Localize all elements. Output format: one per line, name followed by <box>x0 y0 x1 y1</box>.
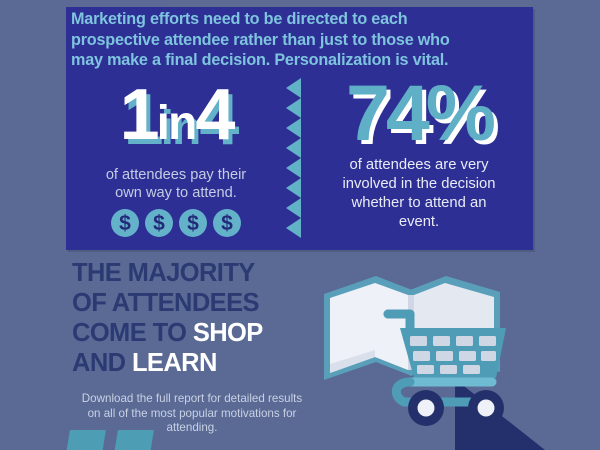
stat-value-seventy-four-percent: 74% <box>345 68 496 157</box>
book-and-cart-illustration <box>314 266 514 426</box>
bottom-heading-line-4-plain: AND <box>72 349 132 377</box>
cart-wheel-right <box>468 390 504 426</box>
zigzag-divider-icon <box>286 78 308 243</box>
bottom-heading-learn: LEARN <box>131 349 217 377</box>
stat-caption-seventy-four-percent: of attendees are very involved in the de… <box>342 157 496 230</box>
dollar-coin-icon: $ <box>145 209 173 237</box>
bottom-heading: THE MAJORITY OF ATTENDEES COME TO SHOP A… <box>72 258 322 378</box>
bottom-heading-line-1: THE MAJORITY <box>72 259 255 287</box>
bottom-heading-line-4: AND LEARN <box>72 348 322 378</box>
quote-mark-right-stroke <box>114 430 154 450</box>
stat-block-seventy-four-percent: 74% of attendees are very involved in th… <box>305 72 533 232</box>
bottom-heading-line-3: COME TO SHOP <box>72 318 322 348</box>
stat-caption-one-in-four: of attendees pay their own way to attend… <box>105 167 247 201</box>
stat-block-one-in-four: 1in4 of attendees pay their own way to a… <box>66 78 286 237</box>
quote-mark-icon <box>66 430 188 450</box>
cart-wheel-left <box>408 390 444 426</box>
bottom-heading-line-3-plain: COME TO <box>72 319 193 347</box>
quote-mark-left-stroke <box>66 430 106 450</box>
shopping-cart-icon <box>383 309 506 426</box>
stat-value-connector: in <box>156 97 198 150</box>
dollar-coin-icon: $ <box>213 209 241 237</box>
stat-value-denominator: 4 <box>195 75 235 155</box>
dollar-coin-icon: $ <box>111 209 139 237</box>
download-description: Download the full report for detailed re… <box>81 392 303 435</box>
stat-value-numerator: 1 <box>119 75 160 155</box>
bottom-heading-line-2: OF ATTENDEES <box>72 289 259 317</box>
dollar-coin-icon: $ <box>179 209 207 237</box>
bottom-heading-shop: SHOP <box>192 319 263 347</box>
dollar-coin-group: $ $ $ $ <box>66 209 286 237</box>
panel-headline: Marketing efforts need to be directed to… <box>71 10 450 70</box>
top-edge-sliver <box>167 0 533 7</box>
stat-value-one-in-four: 1in4 <box>66 78 286 161</box>
